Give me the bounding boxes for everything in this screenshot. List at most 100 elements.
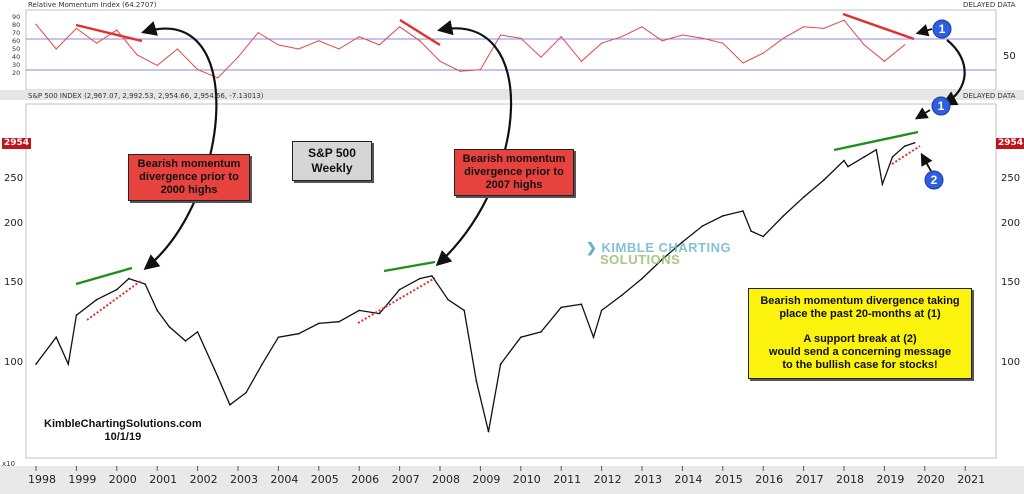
annotation-2007: Bearish momentum divergence prior to 200…: [454, 149, 574, 196]
x-tick-label: 2020: [917, 473, 945, 486]
sp500-point: [881, 183, 884, 185]
chart-title-line-1: S&P 500: [308, 146, 356, 160]
sp500-line: [35, 142, 915, 432]
x-tick-label: 2017: [796, 473, 824, 486]
sp500-point: [261, 363, 264, 365]
price-tick-100-right: 100: [1001, 357, 1020, 368]
rmi-point: [298, 48, 300, 50]
price-tick-150-right: 150: [1001, 277, 1020, 288]
sp500-point: [701, 225, 704, 227]
sp500-point: [762, 235, 764, 238]
price-high-line-2007: [383, 260, 436, 273]
sp500-point: [229, 404, 231, 406]
rmi-tick-70: 70: [12, 29, 20, 37]
sp500-point: [823, 179, 825, 181]
x-tick-label: 1998: [28, 473, 56, 486]
rmi-point: [883, 60, 886, 62]
sp500-point: [184, 340, 187, 342]
price-tick-200-left: 200: [4, 218, 23, 229]
chart-title-box: S&P 500 Weekly: [292, 141, 372, 181]
rmi-point: [601, 42, 603, 44]
rmi-point: [277, 44, 279, 46]
price-delayed-label: DELAYED DATA: [963, 92, 1016, 100]
sp500-point: [661, 258, 663, 261]
rmi-tick-right: 50: [1003, 51, 1016, 62]
sp500-point: [277, 336, 280, 339]
rmi-point: [257, 31, 259, 34]
rmi-point: [116, 29, 118, 31]
price-high-line-2000: [75, 266, 133, 286]
arrow-marker2: [920, 152, 933, 172]
rmi-header: Relative Momentum Index (64.2707): [28, 1, 157, 9]
rmi-point: [661, 40, 663, 42]
price-series-group: [35, 142, 916, 433]
rmi-point: [75, 27, 77, 29]
rmi-point: [378, 44, 380, 46]
sp500-point: [156, 309, 158, 312]
sp500-point: [338, 320, 340, 323]
credit-date: 10/1/19: [104, 431, 142, 443]
rmi-point: [318, 40, 320, 42]
marker-1-rmi: [932, 19, 952, 39]
x-tick-label: 2019: [876, 473, 904, 486]
x-tick-label: 2003: [230, 473, 258, 486]
sp500-point: [116, 288, 118, 291]
sp500-point: [378, 312, 381, 315]
rmi-point: [479, 69, 481, 71]
rmi-point: [217, 77, 219, 79]
x-tick-label: 2015: [715, 473, 743, 486]
sp500-point: [641, 277, 643, 280]
rmi-point: [742, 62, 744, 64]
credit-site: KimbleChartingSolutions.com: [44, 418, 202, 430]
sp500-point: [128, 277, 130, 280]
rmi-point: [762, 52, 764, 54]
rmi-point: [55, 48, 57, 50]
sp500-point: [843, 159, 845, 162]
sp500-point: [621, 294, 623, 297]
conclusion-line-6: to the bullish case for stocks!: [782, 359, 938, 371]
rmi-point: [338, 48, 340, 50]
sp500-point: [318, 322, 320, 325]
rmi-point: [156, 64, 158, 66]
support-line-2007: [357, 277, 436, 324]
rmi-point: [722, 42, 724, 44]
rmi-point: [520, 37, 522, 39]
price-tick-150-left: 150: [4, 277, 23, 288]
x-axis-band: [0, 466, 1024, 494]
last-price-tag-left: 2954: [2, 138, 32, 149]
rmi-panel-frame: [25, 9, 997, 91]
x-tick-label: 2010: [513, 473, 541, 486]
sp500-point: [560, 306, 562, 309]
sp500-point: [722, 215, 724, 217]
price-tick-100-left: 100: [4, 357, 23, 368]
sp500-point: [475, 380, 478, 383]
rmi-point: [358, 36, 360, 38]
sp500-point: [863, 156, 865, 158]
rmi-point: [823, 27, 825, 29]
x-tick-label: 2000: [109, 473, 137, 486]
rmi-point: [500, 34, 502, 36]
credit-block: KimbleChartingSolutions.com 10/1/19: [44, 418, 202, 444]
rmi-tick-30: 30: [12, 61, 20, 69]
rmi-point: [176, 48, 178, 50]
sp500-point: [245, 391, 247, 394]
x-tick-label: 2002: [190, 473, 218, 486]
rmi-point: [580, 60, 583, 62]
rmi-point: [843, 19, 845, 21]
rmi-series-group: [35, 19, 906, 79]
sp500-point: [35, 363, 37, 365]
annotation-2000: Bearish momentum divergence prior to 200…: [128, 154, 250, 201]
x-tick-label: 2013: [634, 473, 662, 486]
watermark-logo: ❯ KIMBLE CHARTING SOLUTIONS: [586, 241, 731, 266]
sp500-point: [55, 336, 57, 339]
sp500-point: [913, 142, 916, 144]
x-tick-label: 2011: [553, 473, 581, 486]
rmi-divergence-2007: [399, 18, 441, 47]
rmi-line: [35, 19, 905, 79]
sp500-point: [447, 298, 449, 301]
panel-separator: [0, 90, 1024, 100]
price-tick-250-left: 250: [4, 173, 23, 184]
price-header: S&P 500 INDEX (2,967.07, 2,992.53, 2,954…: [28, 92, 264, 100]
sp500-point: [196, 331, 199, 333]
sp500-point: [144, 283, 146, 285]
